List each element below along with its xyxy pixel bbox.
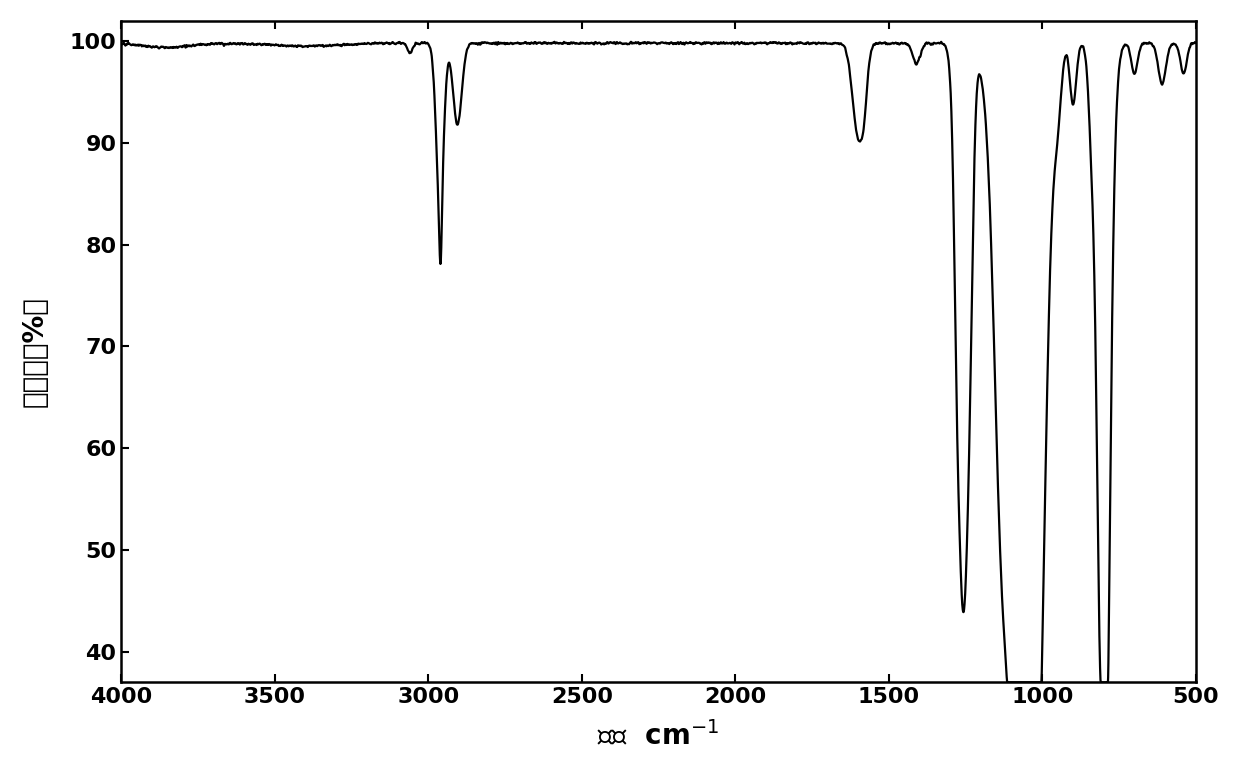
X-axis label: 波数  cm$^{-1}$: 波数 cm$^{-1}$ bbox=[598, 721, 719, 751]
Y-axis label: 透光率（%）: 透光率（%） bbox=[21, 296, 48, 407]
